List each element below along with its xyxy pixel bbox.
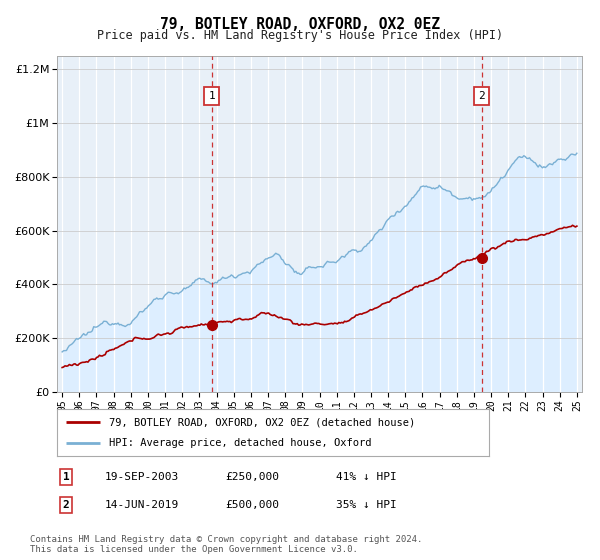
- Text: £250,000: £250,000: [225, 472, 279, 482]
- Text: 2: 2: [62, 500, 70, 510]
- Text: 79, BOTLEY ROAD, OXFORD, OX2 0EZ (detached house): 79, BOTLEY ROAD, OXFORD, OX2 0EZ (detach…: [109, 417, 415, 427]
- Text: 19-SEP-2003: 19-SEP-2003: [105, 472, 179, 482]
- Text: Price paid vs. HM Land Registry's House Price Index (HPI): Price paid vs. HM Land Registry's House …: [97, 29, 503, 42]
- Text: 35% ↓ HPI: 35% ↓ HPI: [336, 500, 397, 510]
- Text: 41% ↓ HPI: 41% ↓ HPI: [336, 472, 397, 482]
- Text: HPI: Average price, detached house, Oxford: HPI: Average price, detached house, Oxfo…: [109, 438, 371, 448]
- Text: 2: 2: [478, 91, 485, 101]
- Text: 1: 1: [208, 91, 215, 101]
- Text: 79, BOTLEY ROAD, OXFORD, OX2 0EZ: 79, BOTLEY ROAD, OXFORD, OX2 0EZ: [160, 17, 440, 32]
- Text: Contains HM Land Registry data © Crown copyright and database right 2024.
This d: Contains HM Land Registry data © Crown c…: [30, 535, 422, 554]
- Text: £500,000: £500,000: [225, 500, 279, 510]
- Text: 14-JUN-2019: 14-JUN-2019: [105, 500, 179, 510]
- Text: 1: 1: [62, 472, 70, 482]
